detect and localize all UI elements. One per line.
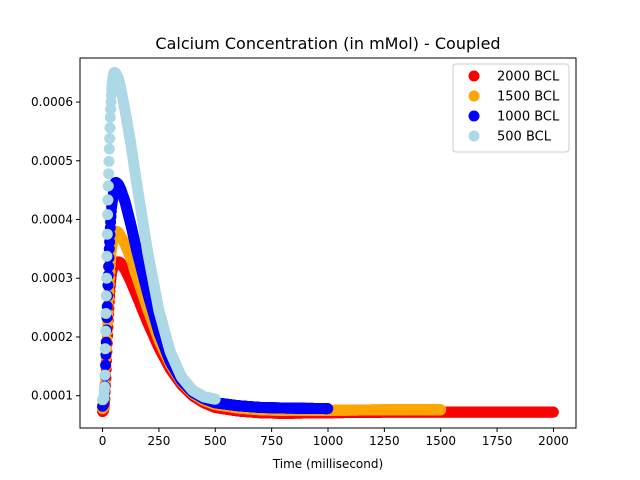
data-point [101,272,113,284]
legend-label: 1000 BCL [497,110,560,125]
legend-marker [468,90,480,102]
legend-entry-1000: 1000 BCL [468,110,560,125]
data-point [104,122,116,134]
x-tick-label: 1250 [369,434,400,448]
legend-entry-500: 500 BCL [468,130,552,145]
legend-entry-2000: 2000 BCL [468,70,560,85]
chart-title: Calcium Concentration (in mMol) - Couple… [155,34,500,53]
data-point [102,209,114,221]
scatter-points [97,67,559,419]
legend: 2000 BCL 1500 BCL 1000 BCL 500 BCL [452,63,570,153]
data-point [435,404,447,416]
data-point [100,307,112,319]
data-point [99,369,111,381]
data-point [101,228,113,240]
x-tick-label: 250 [147,434,170,448]
data-point [100,359,112,371]
data-point [209,393,221,405]
y-tick-label: 0.0005 [31,154,73,168]
x-axis: 0 250 500 750 1000 1250 1500 1750 2000 [99,428,569,448]
data-point [322,403,334,415]
data-point [103,168,115,180]
x-tick-label: 1500 [425,434,456,448]
data-point [100,325,112,337]
y-tick-label: 0.0002 [31,330,73,344]
y-tick-label: 0.0006 [31,95,73,109]
data-point [102,180,114,192]
legend-box [452,63,570,153]
data-point [102,194,114,206]
x-tick-label: 750 [260,434,283,448]
legend-entry-1500: 1500 BCL [468,90,560,105]
data-point [99,381,111,393]
data-point [547,406,559,418]
data-point [100,290,112,302]
data-point [104,132,116,144]
x-tick-label: 500 [204,434,227,448]
data-point [103,143,115,155]
data-point [99,343,111,355]
y-tick-label: 0.0001 [31,389,73,403]
y-tick-label: 0.0004 [31,213,73,227]
data-point [103,260,115,272]
x-tick-label: 2000 [538,434,569,448]
data-point [103,155,115,167]
series-500 [97,67,221,406]
legend-label: 500 BCL [497,130,552,145]
data-point [104,111,116,123]
x-axis-label: Time (millisecond) [272,457,383,471]
x-tick-label: 1750 [482,434,513,448]
x-tick-label: 0 [99,434,107,448]
legend-marker [468,110,480,122]
legend-label: 2000 BCL [497,70,560,85]
legend-marker [468,70,480,82]
legend-label: 1500 BCL [497,90,560,105]
y-axis: 0.0001 0.0002 0.0003 0.0004 0.0005 0.0006 [31,95,80,403]
legend-marker [468,130,480,142]
x-tick-label: 1000 [313,434,344,448]
data-point [101,250,113,262]
y-tick-label: 0.0003 [31,271,73,285]
